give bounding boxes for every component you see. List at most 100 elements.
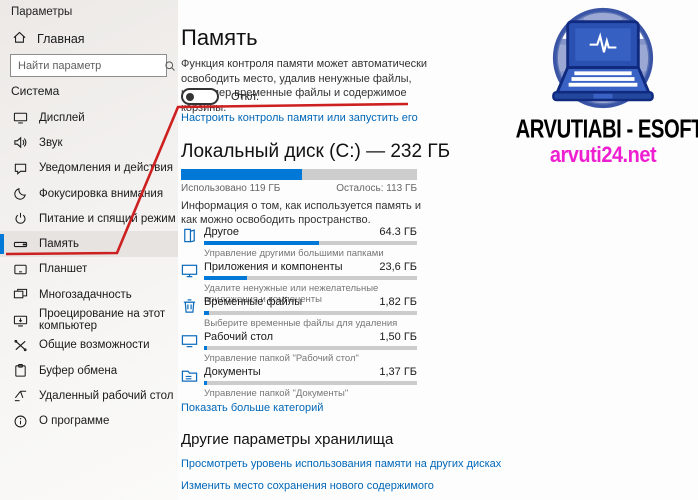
category-name: Документы	[204, 366, 261, 378]
configure-storage-sense-link[interactable]: Настроить контроль памяти или запустить …	[181, 112, 418, 124]
documents-icon	[181, 367, 198, 389]
sidebar-item-shared-experiences[interactable]: Общие возможности	[0, 333, 178, 358]
disk-usage-bar	[181, 169, 417, 180]
tablet-icon	[13, 262, 28, 277]
change-save-location-link[interactable]: Изменить место сохранения нового содержи…	[181, 480, 434, 492]
category-bar	[204, 276, 417, 280]
sidebar-item-label: Планшет	[39, 263, 88, 276]
category-bar	[204, 241, 417, 245]
category-bar-fill	[204, 311, 209, 315]
sidebar-item-storage[interactable]: Память	[0, 231, 178, 257]
sidebar-item-label: Питание и спящий режим	[39, 212, 176, 225]
home-icon	[12, 30, 27, 48]
toggle-knob	[186, 92, 194, 101]
apps-icon	[181, 262, 198, 284]
sidebar-item-sound[interactable]: Звук	[0, 130, 178, 155]
storage-drive-icon	[13, 237, 28, 252]
speaker-icon	[13, 135, 28, 150]
sidebar-item-display[interactable]: Дисплей	[0, 105, 178, 130]
info-icon	[13, 414, 28, 429]
folder-other-icon	[181, 227, 198, 249]
sidebar-item-label: Удаленный рабочий стол	[39, 389, 174, 402]
category-size: 23,6 ГБ	[379, 261, 417, 273]
sidebar-item-label: Звук	[39, 136, 63, 149]
category-bar	[204, 381, 417, 385]
category-row-documents[interactable]: Документы 1,37 ГБ Управление папкой "Док…	[181, 366, 417, 401]
power-icon	[13, 211, 28, 226]
sidebar-item-projecting[interactable]: Проецирование на этот компьютер	[0, 307, 178, 332]
storage-sense-toggle-row: Откл.	[181, 88, 259, 105]
category-subtext: Удалите ненужные или нежелательные прило…	[204, 283, 379, 305]
sidebar-item-multitasking[interactable]: Многозадачность	[0, 282, 178, 307]
shared-experiences-icon	[13, 338, 28, 353]
category-name: Рабочий стол	[204, 331, 274, 343]
disk-usage-fill	[181, 169, 303, 180]
other-storage-settings-title: Другие параметры хранилища	[181, 431, 394, 448]
page-title: Память	[181, 25, 258, 50]
category-name: Другое	[204, 226, 239, 238]
show-more-categories-link[interactable]: Показать больше категорий	[181, 402, 324, 414]
category-row-other[interactable]: Другое 64.3 ГБ Управление другими больши…	[181, 226, 417, 261]
sidebar-item-tablet[interactable]: Планшет	[0, 257, 178, 282]
app-title: Параметры	[11, 6, 73, 18]
category-subtext: Выберите временные файлы для удаления	[204, 318, 398, 329]
disk-free-label: Осталось: 113 ГБ	[336, 183, 417, 194]
settings-search[interactable]	[10, 54, 175, 77]
moon-icon	[13, 186, 28, 201]
category-subtext: Управление папкой "Документы"	[204, 388, 349, 399]
sidebar-item-label: Память	[39, 238, 80, 251]
category-subtext: Управление другими большими папками	[204, 248, 384, 259]
sidebar-item-label: Фокусировка внимания	[39, 187, 164, 200]
disk-usage-caption: Использовано 119 ГБ Осталось: 113 ГБ	[181, 183, 417, 194]
sidebar-nav: Дисплей Звук Уведомления и действия Фоку…	[0, 105, 178, 434]
sidebar-home-label: Главная	[37, 32, 85, 46]
category-size: 64.3 ГБ	[379, 226, 417, 238]
multitasking-icon	[13, 287, 28, 302]
sidebar-item-about[interactable]: О программе	[0, 409, 178, 434]
sidebar-item-label: О программе	[39, 415, 110, 428]
disk-title: Локальный диск (C:) — 232 ГБ	[181, 141, 451, 162]
sidebar-item-focus-assist[interactable]: Фокусировка внимания	[0, 181, 178, 206]
category-bar	[204, 346, 417, 350]
sidebar-item-label: Общие возможности	[39, 339, 150, 352]
sidebar-item-label: Дисплей	[39, 111, 85, 124]
sidebar-item-remote-desktop[interactable]: Удаленный рабочий стол	[0, 383, 178, 408]
storage-categories: Другое 64.3 ГБ Управление другими больши…	[181, 226, 417, 401]
sidebar-item-home[interactable]: Главная	[12, 30, 85, 48]
category-bar-fill	[204, 241, 320, 245]
category-bar-fill	[204, 346, 208, 350]
display-icon	[13, 110, 28, 125]
sidebar-item-label: Буфер обмена	[39, 364, 118, 377]
projecting-icon	[13, 313, 28, 328]
category-bar-fill	[204, 276, 247, 280]
sidebar: Параметры Главная Система Дисплей Звук	[0, 0, 178, 500]
watermark: ARVUTIABI - ESOFT arvuti24.net	[508, 4, 698, 167]
category-name: Временные файлы	[204, 296, 303, 308]
desktop-icon	[181, 332, 198, 354]
category-bar	[204, 311, 417, 315]
category-row-desktop[interactable]: Рабочий стол 1,50 ГБ Управление папкой "…	[181, 331, 417, 366]
clipboard-icon	[13, 363, 28, 378]
category-row-apps[interactable]: Приложения и компоненты 23,6 ГБ Удалите …	[181, 261, 417, 305]
sidebar-item-power-sleep[interactable]: Питание и спящий режим	[0, 206, 178, 231]
view-storage-other-drives-link[interactable]: Просмотреть уровень использования памяти…	[181, 458, 502, 470]
category-size: 1,82 ГБ	[379, 296, 417, 308]
search-icon[interactable]	[164, 60, 176, 72]
sidebar-item-clipboard[interactable]: Буфер обмена	[0, 358, 178, 383]
category-subtext: Управление папкой "Рабочий стол"	[204, 353, 359, 364]
watermark-site-text: arvuti24.net	[549, 143, 657, 168]
storage-sense-toggle[interactable]	[181, 88, 219, 105]
category-size: 1,37 ГБ	[379, 366, 417, 378]
sidebar-item-label: Уведомления и действия	[39, 162, 174, 175]
category-row-temp-files[interactable]: Временные файлы 1,82 ГБ Выберите временн…	[181, 296, 417, 331]
category-size: 1,50 ГБ	[379, 331, 417, 343]
laptop-logo-icon	[552, 7, 654, 109]
toggle-state-label: Откл.	[231, 90, 260, 103]
remote-desktop-icon	[13, 388, 28, 403]
sidebar-item-notifications[interactable]: Уведомления и действия	[0, 156, 178, 181]
search-input[interactable]	[11, 59, 164, 72]
watermark-brand-text: ARVUTIABI - ESOFT	[515, 114, 698, 144]
category-name: Приложения и компоненты	[204, 261, 343, 273]
sidebar-item-label: Многозадачность	[39, 288, 132, 301]
